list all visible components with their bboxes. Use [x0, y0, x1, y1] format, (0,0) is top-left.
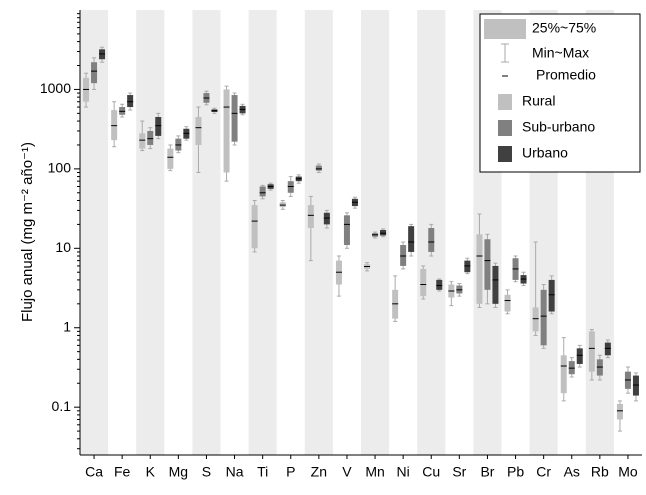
- y-tick-label: 1: [63, 318, 71, 334]
- box: [476, 234, 483, 304]
- x-tick-label: Br: [480, 464, 494, 480]
- box: [484, 239, 491, 290]
- box: [532, 307, 539, 332]
- box: [492, 265, 499, 304]
- box: [127, 95, 134, 108]
- x-tick-label: Fe: [114, 464, 131, 480]
- x-tick-label: K: [146, 464, 156, 480]
- x-tick-label: Mo: [618, 464, 638, 480]
- box: [195, 116, 202, 145]
- box: [91, 62, 98, 84]
- box: [111, 110, 118, 141]
- box: [223, 89, 230, 173]
- category-band: [192, 10, 221, 455]
- box: [315, 165, 322, 171]
- box: [504, 294, 511, 312]
- x-tick-label: S: [202, 464, 211, 480]
- box: [259, 186, 266, 197]
- x-tick-label: Sr: [452, 464, 466, 480]
- box: [588, 331, 595, 372]
- y-tick-label: 100: [48, 160, 72, 176]
- x-tick-label: Rb: [591, 464, 609, 480]
- x-tick-label: Ni: [397, 464, 410, 480]
- legend-label: Rural: [522, 93, 555, 109]
- category-band: [304, 10, 333, 455]
- x-tick-label: Cr: [536, 464, 551, 480]
- x-tick-label: Ti: [257, 464, 268, 480]
- x-tick-label: Na: [226, 464, 244, 480]
- category-band: [136, 10, 165, 455]
- box: [420, 268, 427, 297]
- legend-label: Min~Max: [532, 45, 589, 61]
- x-tick-label: V: [342, 464, 352, 480]
- legend-swatch: [498, 120, 512, 136]
- x-tick-label: Mn: [365, 464, 384, 480]
- box: [147, 130, 154, 145]
- y-tick-label: 1000: [40, 80, 71, 96]
- box: [400, 245, 407, 266]
- box: [576, 348, 583, 364]
- box: [560, 355, 567, 394]
- x-tick-label: Zn: [311, 464, 327, 480]
- legend-box-symbol: [484, 19, 526, 39]
- box: [251, 205, 258, 249]
- box: [428, 228, 435, 252]
- legend-swatch: [498, 94, 512, 110]
- box: [548, 279, 555, 312]
- x-tick-label: Mg: [169, 464, 188, 480]
- y-tick-label: 10: [55, 239, 71, 255]
- x-tick-label: P: [286, 464, 295, 480]
- box: [231, 95, 238, 142]
- box: [436, 279, 443, 290]
- box: [632, 375, 639, 396]
- legend-label: Sub-urbano: [522, 119, 595, 135]
- x-tick-label: Pb: [507, 464, 524, 480]
- x-tick-label: Ca: [85, 464, 103, 480]
- box: [616, 403, 623, 420]
- x-tick-label: As: [564, 464, 580, 480]
- legend-swatch: [498, 146, 512, 162]
- x-tick-label: Cu: [422, 464, 440, 480]
- legend-label: Urbano: [522, 145, 568, 161]
- box: [155, 116, 162, 136]
- box: [167, 148, 174, 169]
- box: [408, 226, 415, 252]
- y-tick-label: 0.1: [52, 398, 72, 414]
- legend-frame: [479, 13, 641, 173]
- legend-label: Promedio: [536, 67, 596, 83]
- box: [540, 289, 547, 346]
- box: [604, 342, 611, 356]
- box: [343, 215, 350, 246]
- box: [307, 205, 314, 229]
- legend-label: 25%~75%: [532, 20, 596, 36]
- box: [139, 133, 146, 149]
- y-axis-title: Flujo anual (mg m⁻² año⁻¹): [19, 142, 36, 322]
